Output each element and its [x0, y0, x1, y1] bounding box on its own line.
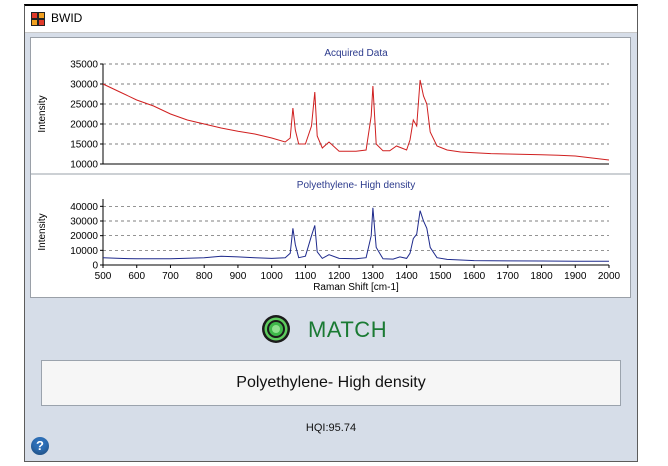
- x-tick-label: 2000: [598, 271, 621, 282]
- x-tick-label: 1600: [463, 271, 486, 282]
- question-help-icon[interactable]: ?: [31, 437, 49, 455]
- x-tick-label: 1400: [395, 271, 418, 282]
- series-line: [102, 207, 610, 262]
- x-tick-label: 600: [128, 271, 145, 282]
- window-title: BWID: [51, 11, 83, 25]
- y-tick-label: 15000: [70, 140, 98, 151]
- app-grid-icon: [31, 12, 45, 26]
- chart-title: Acquired Data: [324, 48, 388, 59]
- x-tick-label: 1200: [328, 271, 351, 282]
- app-window: BWID Acquired Data 35000 30000 25000 20000 15…: [24, 4, 638, 462]
- y-tick-label: 10000: [70, 160, 98, 171]
- title-bar[interactable]: BWID: [25, 6, 637, 33]
- series-line: [102, 79, 610, 161]
- y-tick-label: 25000: [70, 100, 98, 111]
- hqi-value: HQI:95.74: [305, 422, 357, 434]
- y-axis-label: Intensity: [37, 95, 48, 132]
- x-tick-label: 800: [196, 271, 213, 282]
- x-axis-label: Raman Shift [cm-1]: [313, 282, 399, 293]
- x-tick-label: 900: [230, 271, 247, 282]
- y-tick-label: 20000: [70, 120, 98, 131]
- x-tick-label: 1100: [295, 271, 317, 282]
- x-tick-label: 1800: [530, 271, 553, 282]
- x-tick-label: 700: [162, 271, 179, 282]
- result-name-box: Polyethylene- High density: [41, 360, 621, 406]
- x-tick-label: 1300: [362, 271, 385, 282]
- x-tick-label: 1900: [564, 271, 587, 282]
- y-tick-label: 35000: [70, 60, 98, 71]
- y-tick-label: 20000: [70, 231, 98, 242]
- chart-title: Polyethylene- High density: [297, 180, 415, 191]
- match-label: MATCH: [308, 317, 388, 342]
- x-tick-label: 500: [95, 271, 112, 282]
- y-axis-label: Intensity: [37, 213, 48, 250]
- y-tick-label: 0: [92, 261, 98, 272]
- target-match-icon: [262, 315, 290, 343]
- match-status: MATCH: [25, 312, 637, 348]
- x-tick-label: 1000: [261, 271, 284, 282]
- x-tick-label: 1500: [429, 271, 452, 282]
- spectra-plots: Acquired Data 35000 30000 25000 20000 15000 10…: [30, 37, 631, 298]
- spectra-chart: Acquired Data350003000025000200001500010…: [31, 48, 630, 293]
- y-tick-label: 40000: [70, 202, 98, 213]
- y-tick-label: 30000: [70, 217, 98, 228]
- x-tick-label: 1700: [497, 271, 520, 282]
- y-tick-label: 30000: [70, 80, 98, 91]
- y-tick-label: 10000: [70, 246, 98, 257]
